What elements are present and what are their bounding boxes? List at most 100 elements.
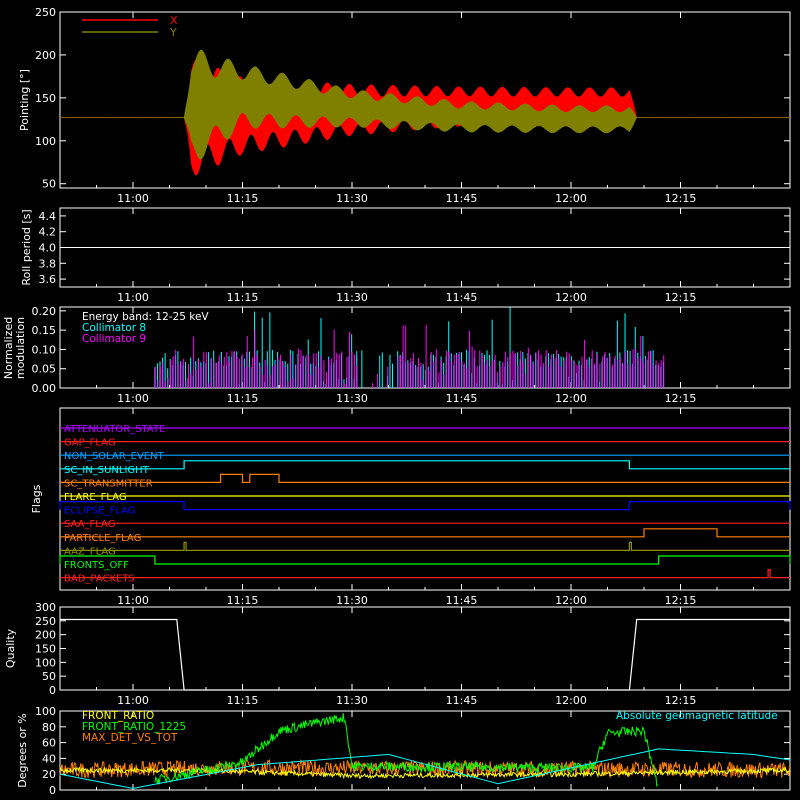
pointing-series-y-band — [60, 49, 790, 160]
ratio-series-front-ratio-1225 — [154, 713, 659, 788]
y-tick-label: 60 — [42, 737, 56, 750]
flag-label-flare_flag: FLARE_FLAG — [64, 492, 127, 503]
y-tick-label: 4.2 — [39, 226, 57, 239]
x-tick-label: 11:45 — [446, 594, 478, 607]
y-tick-label: 250 — [35, 6, 56, 19]
x-tick-label: 12:15 — [665, 192, 697, 205]
pointing-y-label: Pointing [°] — [18, 69, 31, 131]
flag-label-sc_transmitter: SC_TRANSMITTER — [64, 478, 153, 489]
x-tick-label: 11:45 — [446, 291, 478, 304]
x-tick-label: 11:30 — [336, 291, 368, 304]
y-tick-label: 250 — [35, 615, 56, 628]
y-tick-label: 50 — [42, 670, 56, 683]
y-tick-label: 3.8 — [39, 257, 57, 270]
roll-y-label: Roll period [s] — [20, 209, 33, 285]
ratios-panel: 0 20 40 60 80 100 Degrees or % FRONT_RATIOFRONT… — [16, 705, 791, 797]
x-tick-label: 11:00 — [117, 694, 149, 707]
x-tick-label: 11:15 — [227, 392, 259, 405]
x-tick-label: 11:15 — [227, 192, 259, 205]
pointing-panel: 11:00 11:15 11:30 11:45 12:00 12:15 50 100 150 20… — [18, 6, 791, 205]
x-tick-label: 11:45 — [446, 694, 478, 707]
flag-line-aaz_flag — [60, 541, 790, 552]
y-tick-label: 150 — [35, 643, 56, 656]
y-tick-label: 0 — [49, 784, 56, 797]
x-tick-label: 11:30 — [336, 594, 368, 607]
y-tick-label: 0.05 — [32, 363, 57, 376]
ratios-legend-1: FRONT_RATIO_1225 — [82, 721, 186, 733]
y-tick-label: 200 — [35, 629, 56, 642]
flag-label-attenuator_state: ATTENUATOR_STATE — [64, 424, 165, 435]
modulation-y-label-line2: modulation — [14, 317, 27, 379]
legend-label-x: X — [170, 14, 178, 27]
ratios-y-label: Degrees or % — [16, 713, 29, 787]
ratio-series-geomag-latitude — [59, 748, 791, 789]
y-tick-label: 0.20 — [32, 305, 57, 318]
x-tick-label: 11:00 — [117, 291, 149, 304]
y-tick-label: 50 — [42, 178, 56, 191]
modulation-legend-0: Energy band: 12-25 keV — [82, 311, 209, 323]
flag-label-non_solar_event: NON_SOLAR_EVENT — [64, 451, 165, 462]
x-tick-label: 11:15 — [227, 291, 259, 304]
flag-label-aaz_flag: AAZ_FLAG — [64, 546, 116, 557]
flag-line-bad_packets — [60, 568, 790, 579]
y-tick-label: 100 — [35, 705, 56, 718]
flag-line-eclipse_flag — [59, 501, 791, 511]
x-tick-label: 12:00 — [555, 594, 587, 607]
modulation-panel: 11:00 11:15 11:30 11:45 12:00 12:15 0.00 0.05 0.… — [2, 305, 791, 405]
y-tick-label: 80 — [42, 721, 56, 734]
flags-panel: 11:00 11:15 11:30 11:45 12:00 12:15 Flags ATTEN… — [30, 407, 791, 607]
x-tick-label: 12:00 — [555, 192, 587, 205]
flag-label-fronts_off: FRONTS_OFF — [64, 560, 129, 571]
flag-label-sc_in_sunlight: SC_IN_SUNLIGHT — [64, 465, 150, 476]
y-tick-label: 20 — [42, 768, 56, 781]
geomag-annotation: Absolute geomagnetic latitude — [616, 710, 778, 722]
x-tick-label: 12:15 — [665, 694, 697, 707]
x-tick-label: 12:00 — [555, 291, 587, 304]
ratios-legend-0: FRONT_RATIO — [82, 710, 154, 722]
x-tick-label: 12:00 — [555, 392, 587, 405]
flag-label-saa_flag: SAA_FLAG — [64, 519, 115, 530]
x-tick-label: 11:45 — [446, 392, 478, 405]
y-tick-label: 150 — [35, 92, 56, 105]
quality-y-label: Quality — [4, 628, 17, 668]
x-tick-label: 11:00 — [117, 392, 149, 405]
y-tick-label: 0.00 — [32, 382, 57, 395]
flag-label-gap_flag: GAP_FLAG — [64, 438, 116, 449]
y-tick-label: 100 — [35, 656, 56, 669]
x-tick-label: 12:15 — [665, 594, 697, 607]
x-tick-label: 12:15 — [665, 392, 697, 405]
x-tick-label: 12:15 — [665, 291, 697, 304]
quality-line — [60, 618, 790, 691]
flag-line-sc_in_sunlight — [60, 460, 790, 470]
x-tick-label: 11:15 — [227, 594, 259, 607]
x-tick-label: 11:00 — [117, 192, 149, 205]
y-tick-label: 0.10 — [32, 343, 57, 356]
y-tick-label: 300 — [35, 601, 56, 614]
x-tick-label: 11:30 — [336, 694, 368, 707]
x-tick-label: 12:00 — [555, 694, 587, 707]
modulation-legend-2: Collimator 9 — [82, 333, 146, 345]
modulation-y-label-line1: Normalized — [2, 317, 15, 379]
x-tick-label: 11:30 — [336, 192, 368, 205]
flag-label-particle_flag: PARTICLE_FLAG — [64, 533, 141, 544]
x-tick-label: 11:00 — [117, 594, 149, 607]
y-tick-label: 4.0 — [39, 242, 57, 255]
y-tick-label: 40 — [42, 752, 56, 765]
y-tick-label: 0 — [49, 684, 56, 697]
roll-period-panel: 11:00 11:15 11:30 11:45 12:00 12:15 3.6 3.8 4.0 4… — [20, 207, 791, 304]
y-tick-label: 4.4 — [39, 210, 57, 223]
x-tick-label: 11:45 — [446, 192, 478, 205]
flag-label-bad_packets: BAD_PACKETS — [64, 574, 135, 585]
quality-panel: 11:00 11:15 11:30 11:45 12:00 12:150501001502… — [4, 601, 791, 707]
legend-label-y: Y — [169, 26, 177, 39]
flag-line-sc_transmitter — [60, 473, 790, 483]
x-tick-label: 11:15 — [227, 694, 259, 707]
flag-line-fronts_off — [59, 555, 791, 565]
ratios-legend-2: MAX_DET_VS_TOT — [82, 732, 178, 744]
x-tick-label: 11:30 — [336, 392, 368, 405]
flag-line-particle_flag — [60, 528, 790, 538]
flags-y-label: Flags — [30, 484, 43, 513]
ratio-series-front-ratio — [59, 765, 790, 780]
y-tick-label: 100 — [35, 135, 56, 148]
